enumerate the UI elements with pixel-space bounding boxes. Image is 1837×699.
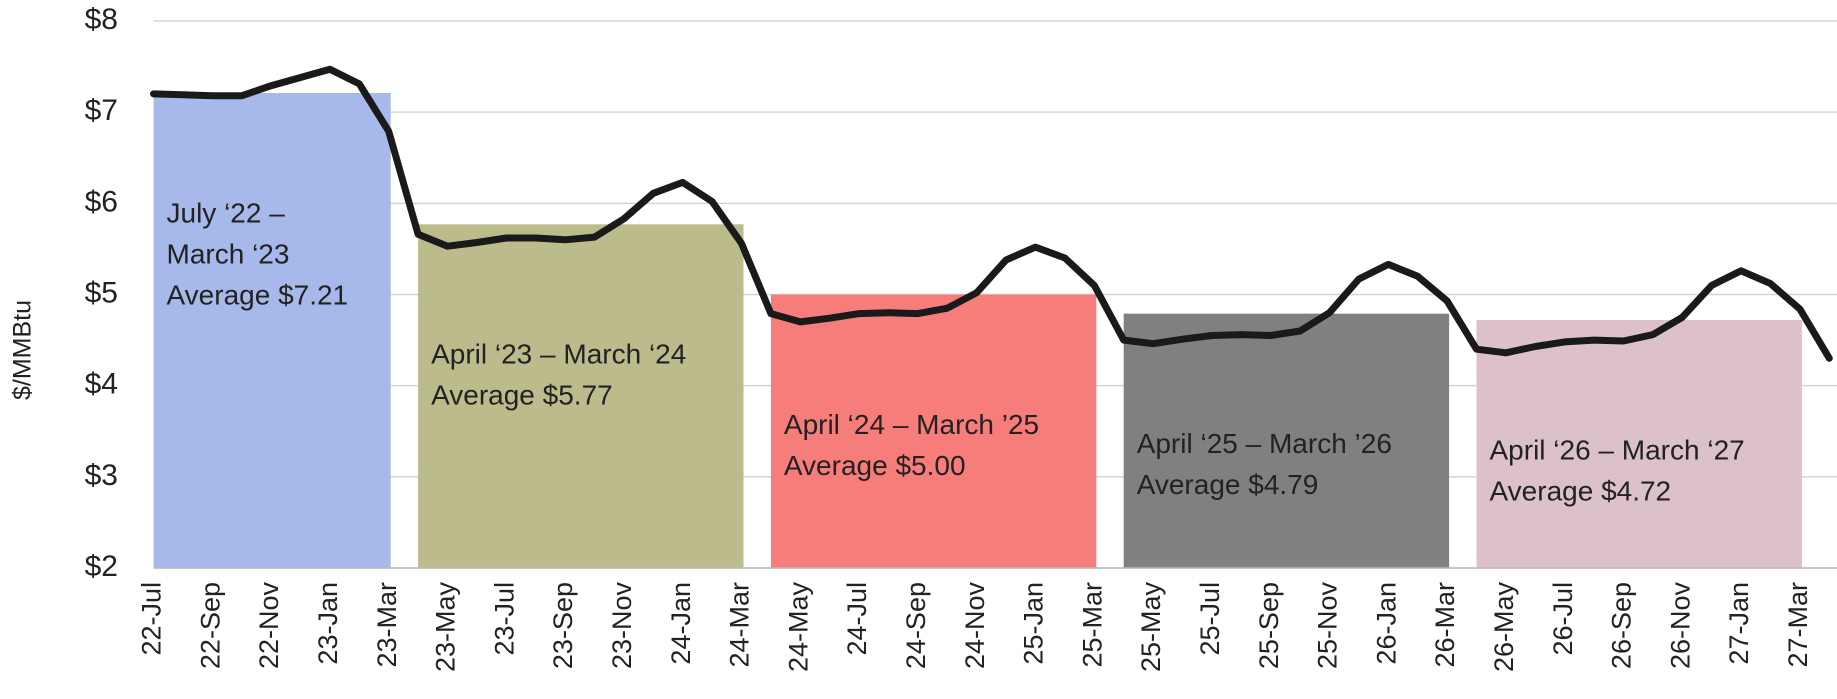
periods xyxy=(153,93,1802,568)
x-tick-label: 26-Nov xyxy=(1665,582,1695,670)
x-tick-label: 22-Sep xyxy=(195,582,225,669)
period-label: March ‘23 xyxy=(167,238,290,269)
x-tick-label: 23-Sep xyxy=(548,582,578,669)
x-tick-label: 23-May xyxy=(431,582,461,673)
y-axis-title: $/MMBtu xyxy=(9,300,37,400)
x-tick-label: 24-Sep xyxy=(901,582,931,669)
x-tick-label: 25-Mar xyxy=(1077,582,1107,668)
x-tick-label: 23-Jan xyxy=(313,582,343,665)
period-bar xyxy=(153,93,391,568)
y-tick-label: $2 xyxy=(85,550,118,583)
x-tick-label: 25-Jan xyxy=(1019,582,1049,665)
x-tick-label: 25-May xyxy=(1136,582,1166,673)
period-average: Average $5.77 xyxy=(431,380,613,411)
x-tick-label: 22-Nov xyxy=(254,582,284,670)
x-tick-label: 23-Jul xyxy=(489,582,519,656)
period-bar xyxy=(1476,320,1802,568)
x-tick-label: 26-May xyxy=(1489,582,1519,673)
period-bar xyxy=(1123,313,1450,568)
x-tick-label: 26-Jul xyxy=(1548,582,1578,656)
y-tick-label: $4 xyxy=(85,368,118,401)
period-label: April ‘23 – March ‘24 xyxy=(431,339,686,370)
x-tick-label: 25-Nov xyxy=(1313,582,1343,670)
period-average: Average $7.21 xyxy=(167,279,349,310)
period-label: April ‘24 – March ’25 xyxy=(784,409,1039,440)
period-average: Average $4.79 xyxy=(1137,469,1319,500)
period-bar xyxy=(418,224,744,568)
y-tick-label: $3 xyxy=(85,459,118,492)
x-tick-label: 23-Nov xyxy=(607,582,637,670)
period-label: April ‘25 – March ’26 xyxy=(1137,428,1392,459)
x-tick-label: 24-Mar xyxy=(725,582,755,668)
y-tick-label: $6 xyxy=(85,185,118,218)
price-line xyxy=(150,65,1833,362)
period-bar xyxy=(770,294,1097,568)
x-tick-label: 27-Jan xyxy=(1724,582,1754,665)
x-tick-label: 22-Jul xyxy=(137,582,167,656)
x-tick-label: 26-Jan xyxy=(1371,582,1401,665)
x-tick-label: 23-Mar xyxy=(372,582,402,668)
period-label: April ‘26 – March ‘27 xyxy=(1490,434,1745,465)
period-label: July ‘22 – xyxy=(167,197,286,228)
x-tick-label: 26-Mar xyxy=(1430,582,1460,668)
x-tick-label: 24-Nov xyxy=(960,582,990,670)
x-tick-label: 24-Jul xyxy=(842,582,872,656)
y-tick-label: $7 xyxy=(85,94,118,127)
x-tick-label: 24-May xyxy=(783,582,813,673)
y-tick-label: $5 xyxy=(85,276,118,309)
period-average: Average $5.00 xyxy=(784,450,966,481)
y-tick-label: $8 xyxy=(85,3,118,36)
x-tick-label: 24-Jan xyxy=(666,582,696,665)
x-tick-label: 25-Jul xyxy=(1195,582,1225,656)
period-average: Average $4.72 xyxy=(1490,475,1672,506)
x-tick-label: 25-Sep xyxy=(1254,582,1284,669)
x-tick-label: 26-Sep xyxy=(1607,582,1637,669)
x-tick-label: 27-Mar xyxy=(1783,582,1813,668)
